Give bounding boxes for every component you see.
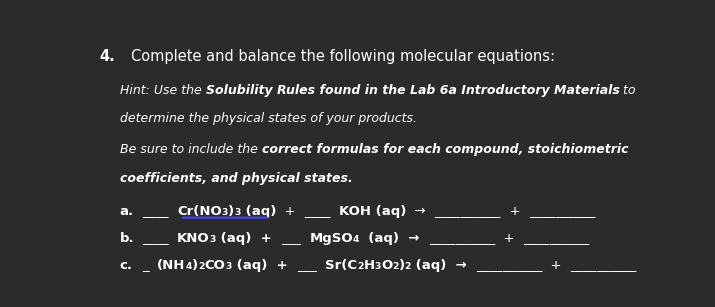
Text: (aq)  →: (aq) → [360,232,429,245]
Text: Cr(NO: Cr(NO [177,205,222,218]
Text: (aq): (aq) [241,205,276,218]
Text: _: _ [142,259,149,272]
Text: +: + [276,205,304,218]
Text: ____: ____ [304,205,330,218]
Text: ____: ____ [142,205,169,218]
Text: 4: 4 [185,262,192,271]
Text: 4: 4 [353,235,360,244]
Text: b.: b. [120,232,134,245]
Text: +: + [495,232,523,245]
Text: ): ) [398,259,405,272]
Text: 2: 2 [405,262,411,271]
Text: 3: 3 [222,208,228,217]
Text: KNO: KNO [177,232,209,245]
Text: (aq)  +: (aq) + [232,259,297,272]
Text: (aq)  +: (aq) + [216,232,281,245]
Text: to: to [619,84,636,97]
Text: __________: __________ [523,232,589,245]
Text: 3: 3 [375,262,381,271]
Text: (NH: (NH [157,259,185,272]
Text: __________: __________ [476,259,542,272]
Text: KOH (aq): KOH (aq) [339,205,406,218]
Text: CO: CO [204,259,225,272]
Text: Complete and balance the following molecular equations:: Complete and balance the following molec… [131,49,555,64]
Text: ): ) [228,205,235,218]
Text: 2: 2 [357,262,363,271]
Text: H: H [363,259,375,272]
Text: 3: 3 [235,208,241,217]
Text: MgSO: MgSO [310,232,353,245]
Text: __________: __________ [435,205,500,218]
Text: →: → [406,205,435,218]
Text: Hint: Use the: Hint: Use the [120,84,206,97]
Text: 3: 3 [225,262,232,271]
Text: Sr(C: Sr(C [325,259,357,272]
Text: 2: 2 [198,262,204,271]
Text: a.: a. [120,205,134,218]
Text: coefficients, and physical states.: coefficients, and physical states. [120,172,352,185]
Text: (aq)  →: (aq) → [411,259,476,272]
Text: +: + [542,259,571,272]
Text: O: O [381,259,392,272]
Text: correct formulas for each compound, stoichiometric: correct formulas for each compound, stoi… [262,143,628,156]
Text: ___: ___ [281,232,301,245]
Text: 2: 2 [392,262,398,271]
Text: ____: ____ [142,232,169,245]
Text: Solubility Rules found in the Lab 6a Introductory Materials: Solubility Rules found in the Lab 6a Int… [206,84,619,97]
Text: __________: __________ [571,259,636,272]
Text: c.: c. [120,259,133,272]
Text: ): ) [192,259,198,272]
Text: __________: __________ [529,205,595,218]
Text: 3: 3 [209,235,216,244]
Text: __________: __________ [429,232,495,245]
Text: ___: ___ [297,259,317,272]
Text: +: + [500,205,529,218]
Text: determine the physical states of your products.: determine the physical states of your pr… [120,112,417,126]
Text: Be sure to include the: Be sure to include the [120,143,262,156]
Text: 4.: 4. [99,49,115,64]
